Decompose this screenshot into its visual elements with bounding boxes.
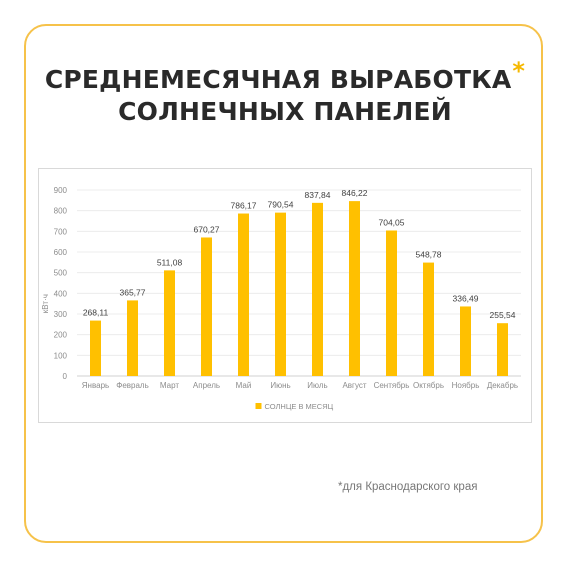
y-axis: 0 100 200 300 400 500 600 700 800 900 (54, 186, 68, 381)
x-tick-label: Апрель (193, 381, 220, 390)
bar-10 (423, 262, 434, 376)
title-line-2: СОЛНЕЧНЫХ ПАНЕЛЕЙ (118, 97, 452, 126)
title-line-1: СРЕДНЕМЕСЯЧНАЯ ВЫРАБОТКА (44, 65, 512, 94)
x-axis: Январь Февраль Март Апрель Май Июнь Июль Август… (82, 381, 518, 390)
title-asterisk: * (512, 57, 526, 85)
data-label: 790,54 (268, 200, 294, 210)
grid-layer (77, 189, 521, 377)
y-axis-label: кВт·ч (41, 294, 50, 313)
bar-7 (312, 202, 323, 376)
bar-1 (90, 320, 101, 376)
data-labels: 268,11 365,77 511,08 670,27 786,17 790,54 837,… (83, 188, 516, 320)
data-label: 846,22 (342, 188, 368, 198)
x-tick-label: Июнь (270, 381, 290, 390)
x-tick-label: Март (160, 381, 179, 390)
bar-3 (164, 270, 175, 376)
x-tick-label: Декабрь (487, 381, 518, 390)
legend: СОЛНЦЕ В МЕСЯЦ (255, 402, 334, 411)
legend-label: СОЛНЦЕ В МЕСЯЦ (265, 402, 334, 411)
y-tick-label: 800 (54, 207, 68, 216)
legend-swatch (255, 403, 262, 409)
x-tick-label: Сентябрь (374, 381, 410, 390)
y-axis-label-group: кВт·ч (41, 294, 50, 313)
y-tick-label: 200 (54, 331, 68, 340)
y-tick-label: 600 (54, 248, 68, 257)
data-label: 255,54 (490, 310, 516, 320)
data-label: 365,77 (120, 287, 146, 297)
y-tick-label: 100 (54, 351, 68, 360)
y-tick-label: 900 (54, 186, 68, 195)
bar-12 (497, 323, 508, 376)
x-tick-label: Февраль (116, 381, 149, 390)
bar-11 (460, 306, 471, 376)
y-tick-label: 400 (54, 289, 68, 298)
bar-5 (238, 213, 249, 376)
data-label: 336,49 (453, 293, 479, 303)
y-tick-label: 0 (63, 372, 68, 381)
data-label: 704,05 (379, 217, 405, 227)
bar-8 (349, 201, 360, 376)
x-tick-label: Январь (82, 381, 109, 390)
bar-2 (127, 300, 138, 376)
data-label: 670,27 (194, 224, 220, 234)
bars (90, 201, 508, 376)
x-tick-label: Май (236, 381, 252, 390)
bar-6 (275, 212, 286, 376)
footnote: *для Краснодарского края (338, 481, 478, 493)
data-label: 548,78 (416, 250, 442, 260)
y-tick-label: 300 (54, 310, 68, 319)
bar-9 (386, 230, 397, 376)
data-label: 837,84 (305, 190, 331, 200)
x-tick-label: Июль (307, 381, 327, 390)
chart-container: 0 100 200 300 400 500 600 700 800 900 кВт·ч 268,1… (38, 168, 532, 423)
data-label: 268,11 (83, 308, 109, 318)
x-tick-label: Октябрь (413, 381, 444, 390)
bar-4 (201, 237, 212, 376)
y-tick-label: 500 (54, 269, 68, 278)
page-title: СРЕДНЕМЕСЯЧНАЯ ВЫРАБОТКА* СОЛНЕЧНЫХ ПАНЕ… (0, 57, 570, 128)
data-label: 786,17 (231, 201, 257, 211)
y-tick-label: 700 (54, 227, 68, 236)
x-tick-label: Ноябрь (452, 381, 480, 390)
x-tick-label: Август (342, 381, 366, 390)
bar-chart: 0 100 200 300 400 500 600 700 800 900 кВт·ч 268,1… (41, 186, 521, 411)
data-label: 511,08 (157, 257, 183, 267)
